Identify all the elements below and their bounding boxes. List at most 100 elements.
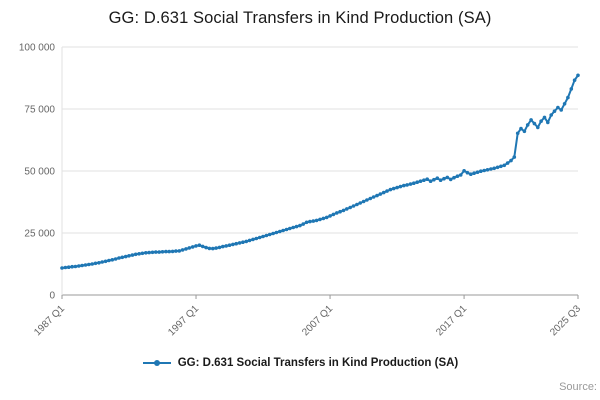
data-point[interactable] (328, 214, 332, 218)
data-point[interactable] (422, 178, 426, 182)
data-point[interactable] (448, 177, 453, 182)
data-point[interactable] (355, 202, 359, 207)
data-point[interactable] (512, 155, 517, 159)
data-point[interactable] (66, 265, 71, 270)
data-point[interactable] (70, 264, 74, 269)
data-point[interactable] (123, 254, 128, 259)
data-point[interactable] (546, 120, 550, 125)
data-point[interactable] (110, 258, 115, 262)
data-point[interactable] (190, 245, 195, 249)
data-point[interactable] (311, 219, 316, 223)
data-point[interactable] (529, 118, 533, 122)
data-point[interactable] (318, 217, 322, 222)
data-point[interactable] (515, 131, 520, 136)
data-point[interactable] (194, 244, 198, 248)
data-point[interactable] (217, 245, 222, 250)
data-point[interactable] (90, 262, 94, 266)
data-point[interactable] (378, 192, 383, 196)
data-point[interactable] (465, 170, 470, 175)
data-point[interactable] (137, 252, 141, 256)
data-point[interactable] (572, 78, 577, 82)
data-point[interactable] (224, 244, 228, 248)
data-point[interactable] (251, 237, 255, 242)
data-point[interactable] (130, 253, 135, 257)
data-point[interactable] (164, 249, 168, 254)
data-point[interactable] (231, 242, 235, 247)
data-point[interactable] (395, 185, 399, 190)
data-point[interactable] (435, 176, 440, 180)
data-point[interactable] (150, 250, 155, 255)
data-point[interactable] (301, 222, 306, 226)
data-point[interactable] (140, 251, 145, 256)
data-point[interactable] (485, 168, 490, 172)
data-point[interactable] (519, 126, 523, 131)
data-point[interactable] (274, 230, 279, 235)
data-point[interactable] (341, 208, 346, 213)
data-point[interactable] (180, 248, 185, 252)
data-point[interactable] (211, 246, 215, 251)
data-point[interactable] (267, 232, 272, 237)
data-point[interactable] (428, 179, 433, 183)
data-point[interactable] (432, 177, 436, 182)
data-point[interactable] (338, 209, 342, 214)
data-point[interactable] (425, 177, 430, 181)
data-point[interactable] (559, 108, 563, 112)
data-point[interactable] (284, 227, 289, 232)
data-point[interactable] (214, 246, 218, 250)
data-point[interactable] (358, 201, 363, 205)
data-point[interactable] (365, 198, 369, 202)
data-point[interactable] (177, 249, 182, 253)
data-point[interactable] (391, 186, 396, 191)
data-point[interactable] (234, 241, 238, 246)
data-point[interactable] (412, 181, 416, 185)
data-point[interactable] (207, 246, 212, 251)
data-point[interactable] (569, 87, 574, 91)
data-point[interactable] (80, 263, 84, 268)
data-point[interactable] (304, 220, 309, 225)
data-point[interactable] (294, 224, 299, 229)
data-point[interactable] (388, 187, 393, 192)
data-point[interactable] (385, 189, 389, 193)
data-point[interactable] (455, 174, 460, 178)
data-point[interactable] (63, 265, 68, 270)
data-point[interactable] (442, 176, 446, 181)
data-point[interactable] (200, 244, 205, 249)
data-point[interactable] (492, 166, 497, 171)
data-point[interactable] (127, 254, 131, 258)
data-point[interactable] (368, 196, 373, 201)
data-point[interactable] (415, 180, 420, 184)
data-point[interactable] (348, 205, 353, 210)
data-point[interactable] (314, 218, 319, 223)
data-point[interactable] (281, 228, 285, 233)
data-point[interactable] (144, 251, 148, 255)
data-point[interactable] (257, 235, 262, 240)
data-point[interactable] (469, 172, 473, 176)
data-point[interactable] (576, 73, 580, 78)
data-point[interactable] (371, 195, 376, 199)
data-point[interactable] (170, 249, 175, 254)
data-point[interactable] (335, 211, 339, 215)
data-point[interactable] (73, 264, 78, 269)
data-point[interactable] (472, 171, 476, 175)
data-point[interactable] (361, 199, 366, 204)
data-point[interactable] (475, 170, 480, 174)
data-point[interactable] (479, 169, 483, 173)
data-point[interactable] (542, 115, 547, 120)
data-point[interactable] (418, 179, 423, 183)
data-point[interactable] (288, 226, 292, 231)
data-point[interactable] (77, 264, 81, 268)
data-point[interactable] (509, 158, 513, 163)
data-point[interactable] (133, 252, 138, 257)
data-point[interactable] (103, 259, 108, 264)
data-point[interactable] (291, 225, 296, 230)
data-point[interactable] (499, 164, 503, 169)
data-point[interactable] (187, 246, 192, 250)
data-point[interactable] (495, 165, 500, 170)
data-point[interactable] (324, 215, 329, 220)
data-point[interactable] (100, 260, 104, 264)
data-point[interactable] (157, 250, 161, 254)
data-point[interactable] (536, 125, 540, 130)
data-point[interactable] (298, 223, 302, 228)
data-point[interactable] (60, 266, 64, 270)
